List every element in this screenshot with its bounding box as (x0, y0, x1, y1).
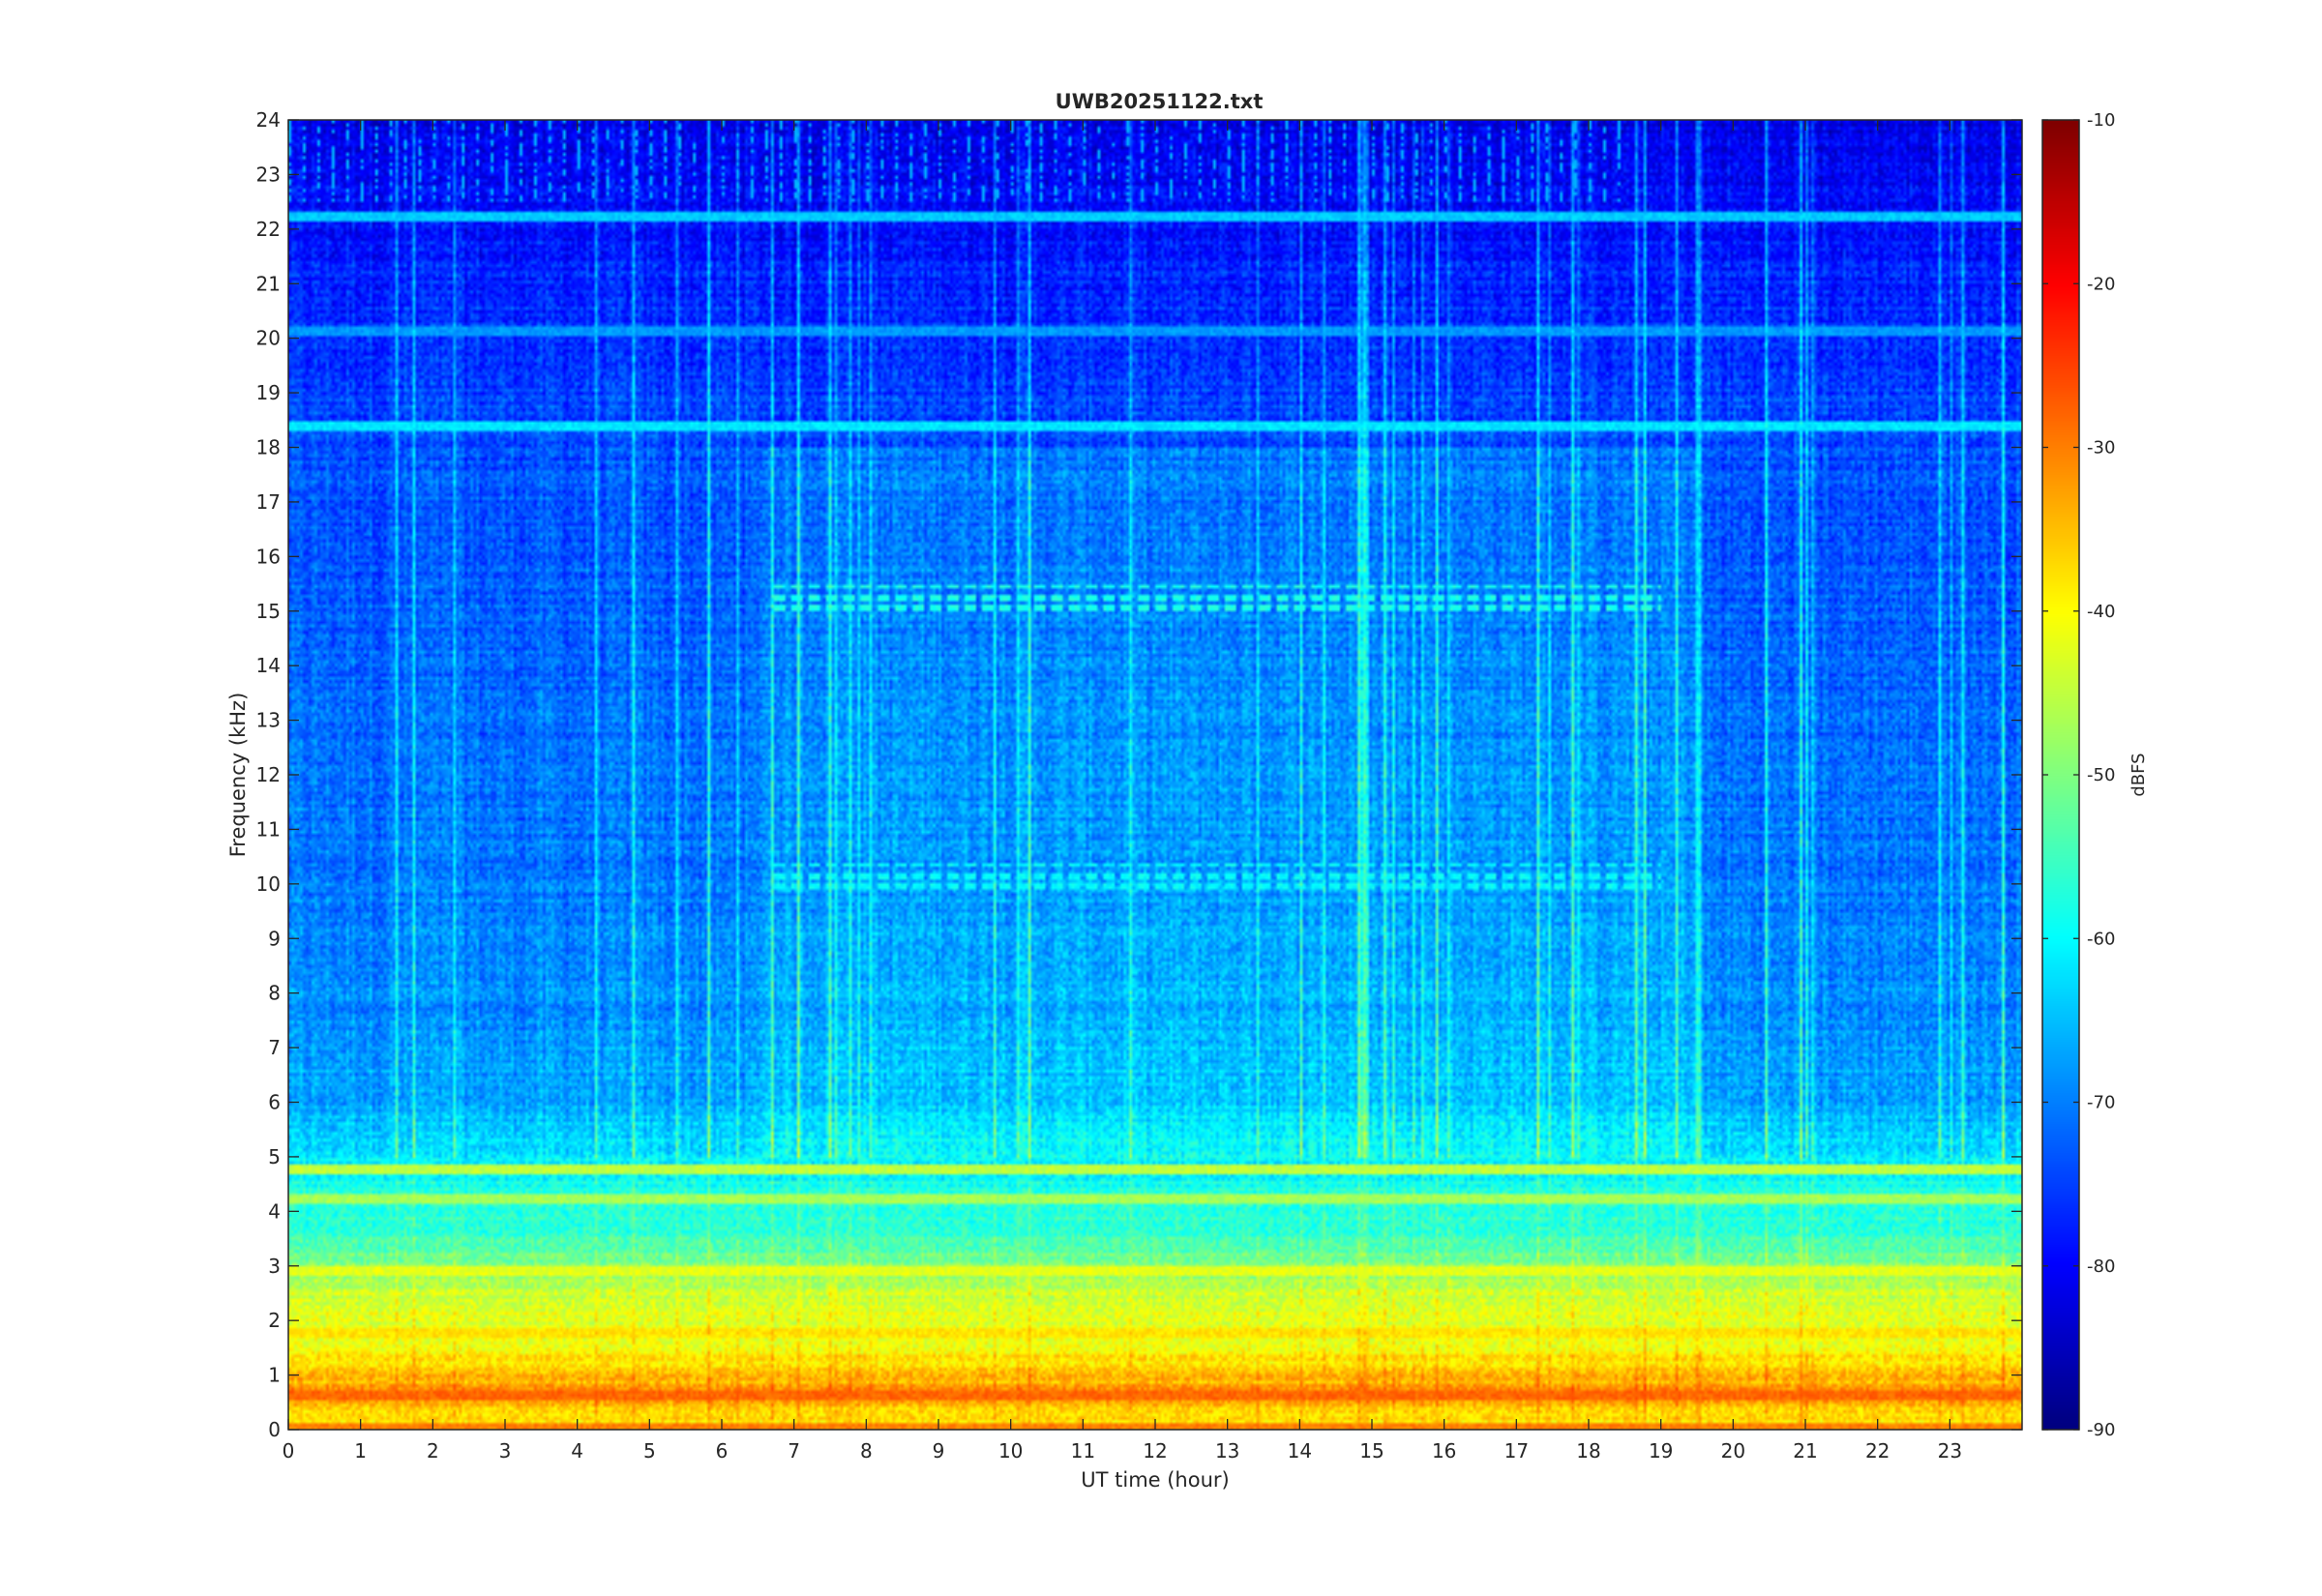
x-tick-label: 19 (1649, 1439, 1673, 1463)
colorbar-tick-label: -50 (2087, 765, 2115, 785)
y-tick-label: 6 (268, 1091, 281, 1114)
colorbar-label: dBFS (2128, 753, 2149, 796)
y-tick-label: 4 (268, 1199, 281, 1223)
y-tick-label: 9 (268, 927, 281, 950)
x-tick-label: 8 (860, 1439, 873, 1463)
x-tick-label: 23 (1938, 1439, 1962, 1463)
x-tick-label: 7 (788, 1439, 800, 1463)
y-tick-label: 0 (268, 1418, 281, 1441)
colorbar-ticks: -90 -80 -70 -60 -50 -40 -30 -20 -10 (2042, 110, 2115, 1440)
x-tick-label: 15 (1359, 1439, 1384, 1463)
x-tick-label: 0 (283, 1439, 295, 1463)
y-tick-label: 24 (256, 108, 281, 132)
spectrogram-heatmap (288, 120, 2022, 1430)
x-tick-label: 6 (716, 1439, 729, 1463)
x-tick-label: 3 (499, 1439, 512, 1463)
y-tick-label: 20 (256, 327, 281, 350)
y-tick-label: 15 (256, 600, 281, 623)
x-tick-label: 18 (1576, 1439, 1600, 1463)
y-tick-label: 18 (256, 436, 281, 459)
x-tick-label: 2 (427, 1439, 439, 1463)
y-tick-label: 11 (256, 817, 281, 841)
colorbar-tick-label: -10 (2087, 110, 2115, 131)
y-tick-label: 1 (268, 1364, 281, 1387)
colorbar-tick-label: -30 (2087, 438, 2115, 458)
colorbar-tick-label: -80 (2087, 1256, 2115, 1277)
x-tick-label: 12 (1143, 1439, 1167, 1463)
chart-title: UWB20251122.txt (1056, 90, 1264, 113)
x-tick-label: 22 (1865, 1439, 1890, 1463)
y-tick-label: 3 (268, 1255, 281, 1278)
y-tick-label: 8 (268, 982, 281, 1005)
x-tick-label: 21 (1793, 1439, 1817, 1463)
colorbar-gradient (2042, 120, 2079, 1430)
colorbar-tick-label: -20 (2087, 274, 2115, 294)
colorbar-tick-label: -40 (2087, 602, 2115, 622)
x-tick-label: 13 (1215, 1439, 1239, 1463)
x-tick-label: 5 (643, 1439, 656, 1463)
y-tick-label: 13 (256, 709, 281, 732)
y-tick-label: 22 (256, 218, 281, 241)
x-tick-label: 16 (1432, 1439, 1456, 1463)
y-tick-label: 14 (256, 654, 281, 677)
y-tick-label: 23 (256, 163, 281, 186)
colorbar-tick-label: -70 (2087, 1093, 2115, 1113)
x-tick-label: 11 (1071, 1439, 1095, 1463)
y-tick-label: 7 (268, 1036, 281, 1059)
x-tick-label: 14 (1288, 1439, 1312, 1463)
x-tick-label: 10 (998, 1439, 1023, 1463)
y-tick-label: 10 (256, 872, 281, 896)
y-tick-label: 12 (256, 763, 281, 786)
y-tick-label: 19 (256, 381, 281, 404)
y-tick-label: 21 (256, 272, 281, 295)
y-axis-label: Frequency (kHz) (226, 693, 250, 858)
x-tick-label: 9 (933, 1439, 945, 1463)
y-tick-label: 17 (256, 490, 281, 514)
x-axis-ticks: 0 1 2 3 4 5 6 7 8 9 10 11 12 13 14 15 16 17 18 19 20 21 22 23 (283, 120, 1962, 1463)
y-tick-label: 2 (268, 1309, 281, 1332)
x-tick-label: 4 (571, 1439, 583, 1463)
x-tick-label: 20 (1721, 1439, 1745, 1463)
x-axis-label: UT time (hour) (1081, 1468, 1229, 1492)
y-tick-label: 16 (256, 545, 281, 568)
colorbar-tick-label: -90 (2087, 1420, 2115, 1440)
x-tick-label: 1 (354, 1439, 367, 1463)
x-tick-label: 17 (1504, 1439, 1529, 1463)
colorbar-tick-label: -60 (2087, 929, 2115, 949)
y-tick-label: 5 (268, 1145, 281, 1168)
